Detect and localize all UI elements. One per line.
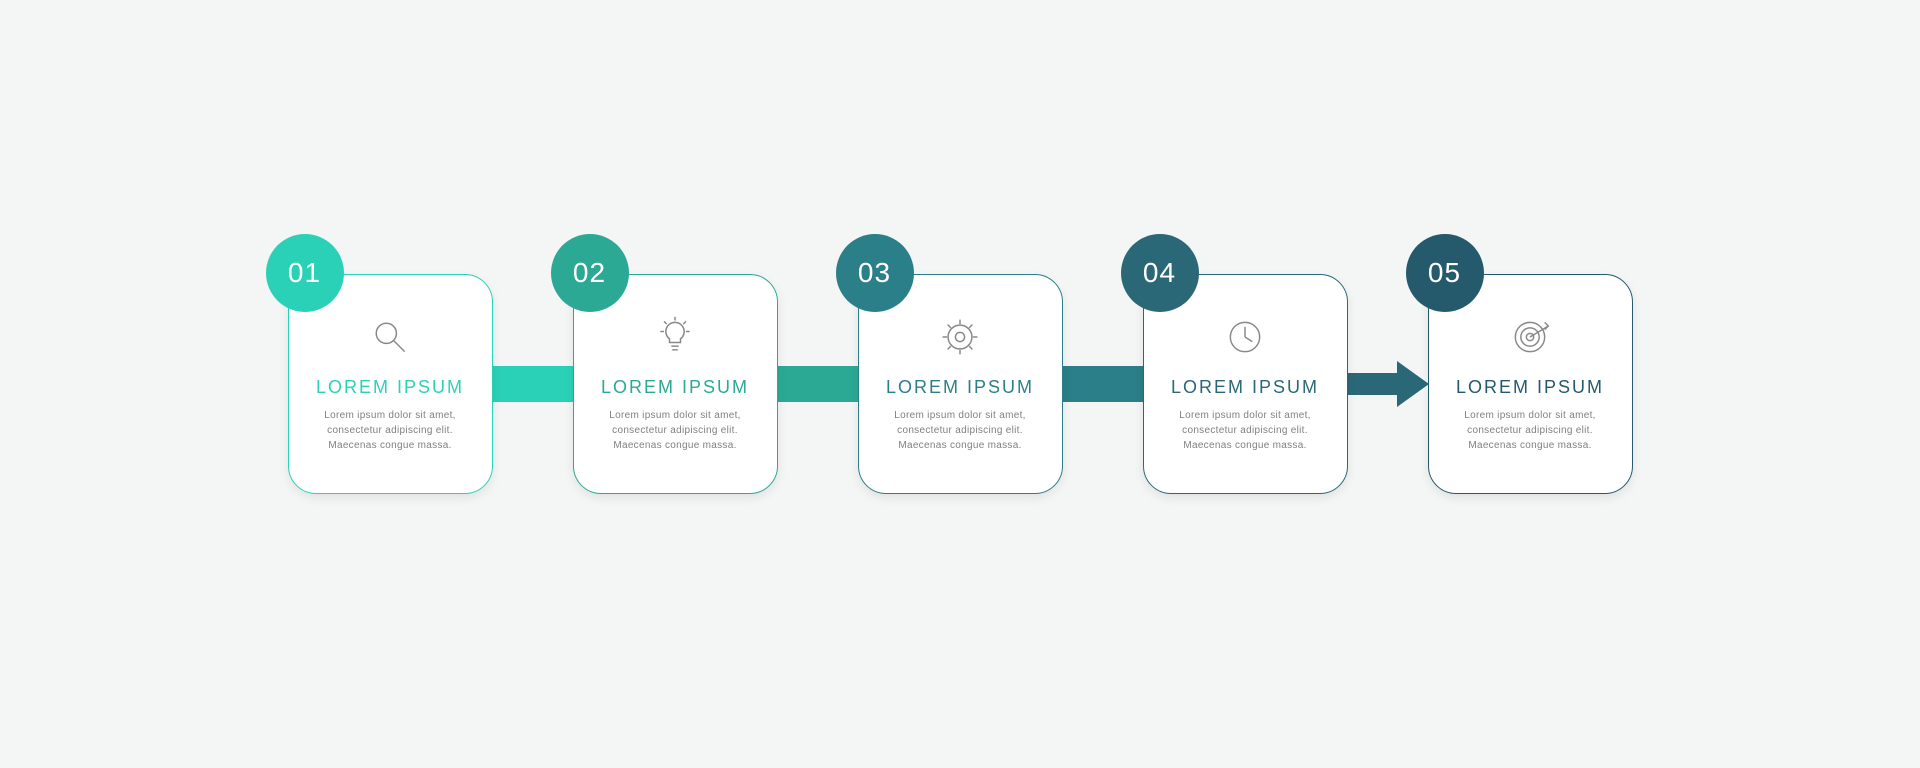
connector-2 [777,366,859,402]
connector-3 [1062,366,1144,402]
gear-icon [938,315,982,359]
target-icon [1508,315,1552,359]
step-title-3: LOREM IPSUM [886,377,1034,398]
connector-arrow [1347,361,1429,407]
step-title-5: LOREM IPSUM [1456,377,1604,398]
step-body-3: Lorem ipsum dolor sit amet, consectetur … [873,408,1048,453]
step-badge-2: 02 [551,234,629,312]
step-body-4: Lorem ipsum dolor sit amet, consectetur … [1158,408,1333,453]
step-title-4: LOREM IPSUM [1171,377,1319,398]
step-body-5: Lorem ipsum dolor sit amet, consectetur … [1443,408,1618,453]
step-title-2: LOREM IPSUM [601,377,749,398]
connector-1 [492,366,574,402]
arrow-icon [1347,361,1429,407]
step-body-1: Lorem ipsum dolor sit amet, consectetur … [303,408,478,453]
step-3: 03 LOREM IPSUM Lorem ipsum dolor sit ame… [858,274,1063,494]
lightbulb-icon [653,315,697,359]
step-4: 04 LOREM IPSUM Lorem ipsum dolor sit ame… [1143,274,1348,494]
step-1: 01 LOREM IPSUM Lorem ipsum dolor sit ame… [288,274,493,494]
step-2: 02 LOREM IPSUM Lorem ipsum dolor sit ame… [573,274,778,494]
step-badge-4: 04 [1121,234,1199,312]
step-body-2: Lorem ipsum dolor sit amet, consectetur … [588,408,763,453]
step-badge-3: 03 [836,234,914,312]
search-icon [368,315,412,359]
step-badge-1: 01 [266,234,344,312]
step-badge-5: 05 [1406,234,1484,312]
step-5: 05 LOREM IPSUM Lorem ipsum dolor sit ame… [1428,274,1633,494]
step-title-1: LOREM IPSUM [316,377,464,398]
process-infographic: 01 LOREM IPSUM Lorem ipsum dolor sit ame… [288,274,1633,494]
clock-icon [1223,315,1267,359]
